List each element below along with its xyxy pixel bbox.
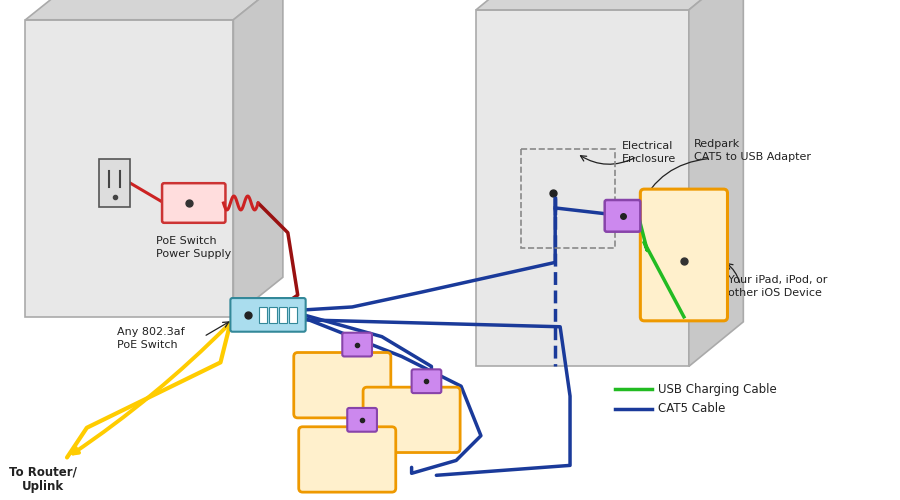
- FancyBboxPatch shape: [269, 307, 277, 323]
- Text: USB Charging Cable: USB Charging Cable: [658, 382, 777, 396]
- Text: Your iPad, iPod, or
other iOS Device: Your iPad, iPod, or other iOS Device: [728, 276, 828, 298]
- FancyBboxPatch shape: [99, 160, 130, 207]
- Text: Redpark
CAT5 to USB Adapter: Redpark CAT5 to USB Adapter: [694, 138, 811, 162]
- FancyBboxPatch shape: [342, 332, 372, 356]
- FancyBboxPatch shape: [293, 352, 391, 418]
- Polygon shape: [476, 10, 688, 366]
- FancyBboxPatch shape: [289, 307, 297, 323]
- FancyBboxPatch shape: [162, 183, 225, 223]
- Polygon shape: [688, 0, 743, 366]
- FancyBboxPatch shape: [230, 298, 306, 332]
- Text: Electrical
Enclosure: Electrical Enclosure: [622, 140, 676, 164]
- FancyBboxPatch shape: [259, 307, 267, 323]
- FancyBboxPatch shape: [640, 189, 727, 321]
- FancyBboxPatch shape: [347, 408, 377, 432]
- Polygon shape: [233, 0, 283, 317]
- Polygon shape: [476, 0, 743, 10]
- Text: Any 802.3af
PoE Switch: Any 802.3af PoE Switch: [116, 327, 184, 350]
- Polygon shape: [25, 20, 233, 317]
- Text: To Router/
Uplink: To Router/ Uplink: [9, 466, 77, 493]
- Text: PoE Switch
Power Supply: PoE Switch Power Supply: [156, 236, 231, 259]
- FancyBboxPatch shape: [605, 200, 640, 232]
- FancyBboxPatch shape: [411, 370, 441, 393]
- FancyBboxPatch shape: [299, 427, 396, 492]
- FancyBboxPatch shape: [363, 387, 460, 452]
- Text: CAT5 Cable: CAT5 Cable: [658, 402, 725, 415]
- Polygon shape: [25, 0, 283, 20]
- FancyBboxPatch shape: [279, 307, 287, 323]
